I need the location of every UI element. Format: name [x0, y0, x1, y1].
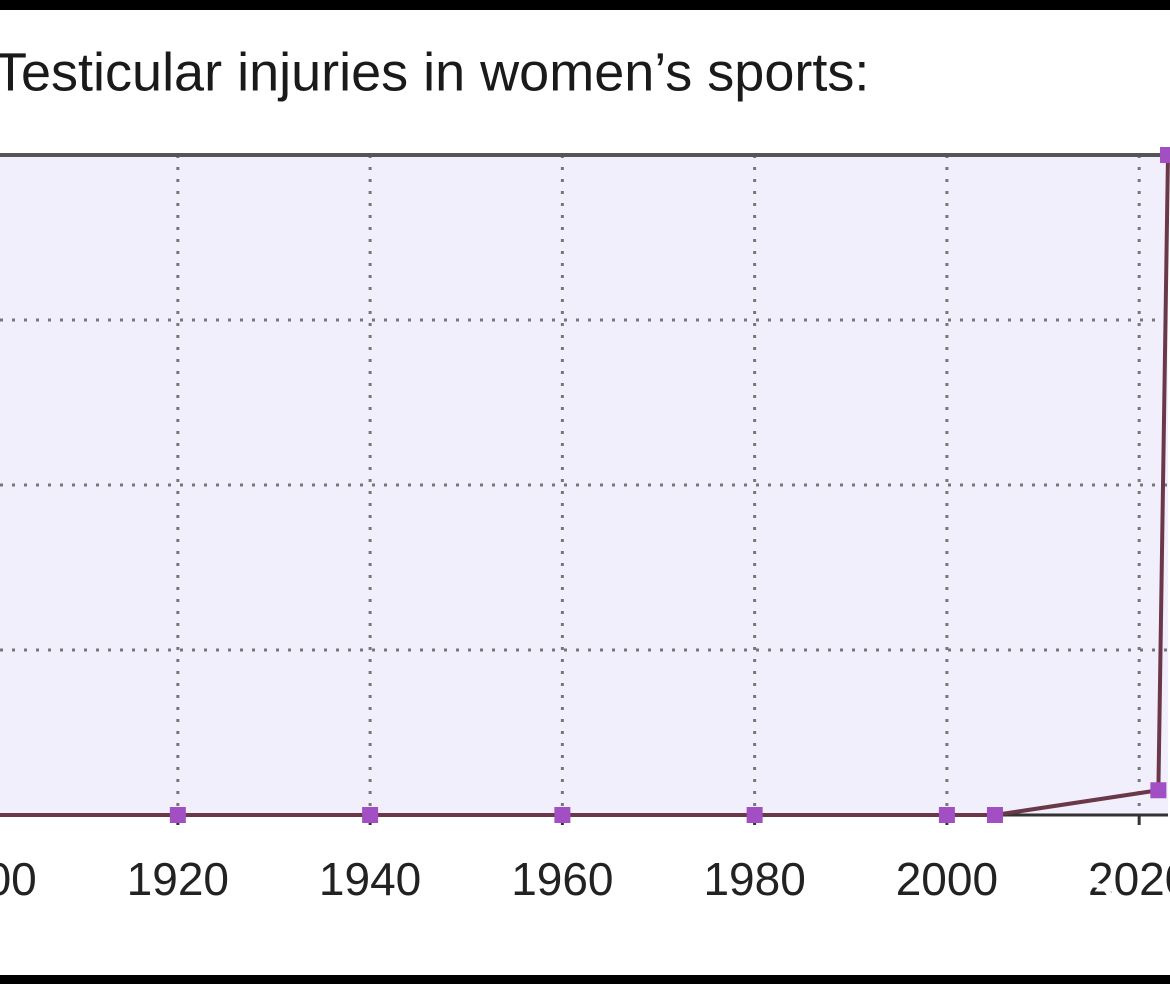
data-point	[169, 807, 186, 823]
data-point	[986, 807, 1003, 823]
x-tick-label: 1920	[127, 853, 229, 905]
x-tick-label: 2000	[896, 853, 998, 905]
data-point	[362, 807, 379, 823]
x-tick-label: 2020	[1088, 853, 1170, 905]
data-point	[1150, 782, 1167, 799]
chart-title: Testicular injuries in women’s sports:	[0, 42, 869, 102]
data-point	[938, 807, 955, 823]
plot-area	[0, 155, 1168, 815]
x-tick-label: 1980	[703, 853, 805, 905]
x-tick-label: 1900	[0, 853, 37, 905]
heart[interactable]	[1040, 882, 1114, 952]
plot-layer: 1900 1920 1940 1960 1980 2000 2020	[0, 147, 1170, 905]
data-point	[554, 807, 571, 823]
like-icon[interactable]	[1040, 882, 1114, 952]
x-tick-label: 1960	[511, 853, 613, 905]
data-point	[1160, 147, 1170, 163]
x-tick-label: 1940	[319, 853, 421, 905]
data-point	[746, 807, 763, 823]
